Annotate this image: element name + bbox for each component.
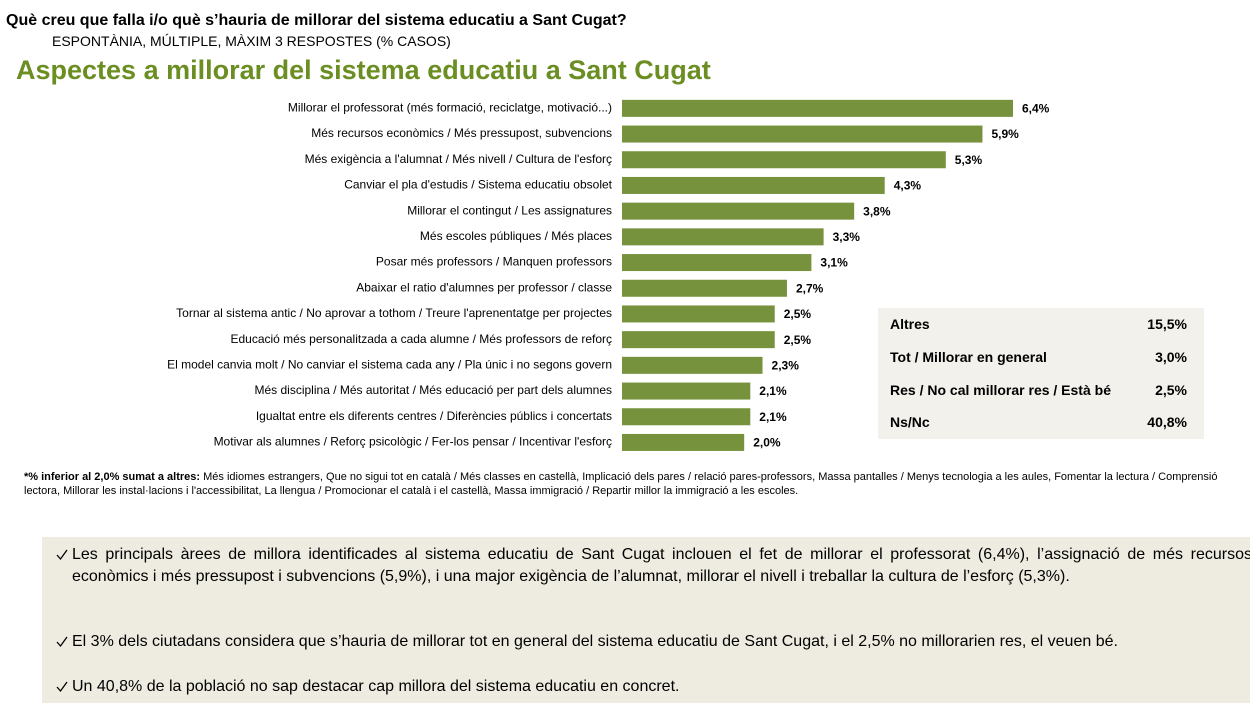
bullet: Les principals àrees de millora identifi…: [42, 544, 1250, 588]
bar: [622, 228, 824, 246]
y-tick-label: Tornar al sistema antic / No aprovar a t…: [176, 306, 612, 320]
chart: Millorar el professorat (més formació, r…: [167, 99, 1050, 451]
y-tick-label: Millorar el professorat (més formació, r…: [288, 101, 612, 115]
data-label: 2,3%: [772, 359, 800, 373]
bullet: Un 40,8% de la població no sap destacar …: [42, 676, 1250, 698]
bar: [622, 408, 751, 426]
cell: 3,0%: [1155, 349, 1187, 366]
data-label: 2,0%: [753, 436, 781, 450]
data-label: 6,4%: [1022, 102, 1050, 116]
data-label: 5,3%: [955, 153, 983, 167]
cell: 2,5%: [1155, 381, 1187, 398]
table: Altres 15,5% Tot / Millorar en general 3,0…: [878, 308, 1204, 439]
y-tick-label: Més escoles públiques / Més places: [420, 229, 612, 243]
page-subtitle: ESPONTÀNIA, MÚLTIPLE, MÀXIM 3 RESPOSTES …: [52, 33, 451, 49]
data-label: 5,9%: [991, 127, 1019, 141]
bar: [622, 279, 787, 297]
y-tick-label: Motivar als alumnes / Reforç psicològic …: [214, 435, 612, 449]
footnote-lead: *% inferior al 2,0% sumat a altres:: [24, 471, 201, 483]
check-icon: [56, 549, 68, 561]
footnote-text: Més idiomes estrangers, Que no sigui tot…: [24, 471, 1218, 497]
data-label: 3,1%: [820, 256, 848, 270]
bullet-text: Un 40,8% de la població no sap destacar …: [72, 678, 680, 695]
y-tick-label: Més recursos econòmics / Més pressupost,…: [311, 126, 612, 140]
check-icon: [56, 636, 68, 648]
conclusions: Les principals àrees de millora identifi…: [42, 537, 1250, 703]
y-tick-label: Millorar el contingut / Les assignatures: [407, 203, 612, 217]
y-tick-label: Més disciplina / Més autoritat / Més edu…: [255, 383, 613, 397]
bar: [622, 176, 885, 194]
cell: Ns/Nc: [890, 414, 930, 431]
check-icon: [56, 681, 68, 693]
bar: [622, 99, 1013, 117]
side-table: Altres 15,5% Tot / Millorar en general 3,0…: [878, 308, 1204, 439]
bar: [622, 125, 983, 143]
bar: [622, 433, 745, 451]
y-tick-label: Canviar el pla d'estudis / Sistema educa…: [344, 178, 612, 192]
y-tick-label: Educació més personalitzada a cada alumn…: [230, 332, 612, 346]
data-label: 2,5%: [784, 307, 812, 321]
cell: Res / No cal millorar res / Està bé: [890, 381, 1111, 398]
bar: [622, 331, 775, 349]
cell: Altres: [890, 316, 930, 333]
page-title: Què creu que falla i/o què s’hauria de m…: [6, 12, 627, 29]
bar: [622, 202, 855, 220]
data-label: 3,3%: [833, 230, 861, 244]
y-tick-label: Posar més professors / Manquen professor…: [376, 255, 612, 269]
data-label: 4,3%: [894, 179, 922, 193]
bar: [622, 305, 775, 323]
y-tick-label: Abaixar el ratio d'alumnes per professor…: [356, 280, 612, 294]
y-tick-label: El model canvia molt / No canviar el sis…: [167, 358, 612, 372]
bar: [622, 382, 751, 400]
footnote: *% inferior al 2,0% sumat a altres: Més …: [24, 470, 1250, 498]
data-label: 2,1%: [759, 410, 787, 424]
bullet-text: El 3% dels ciutadans considera que s’hau…: [72, 633, 1118, 650]
bullet: El 3% dels ciutadans considera que s’hau…: [42, 631, 1250, 653]
data-label: 2,5%: [784, 333, 812, 347]
cell: 40,8%: [1147, 414, 1187, 431]
bar: [622, 254, 812, 272]
bar: [622, 151, 946, 169]
data-label: 3,8%: [863, 204, 891, 218]
y-tick-label: Més exigència a l'alumnat / Més nivell /…: [305, 152, 612, 166]
y-tick-label: Igualtat entre els diferents centres / D…: [256, 409, 612, 423]
bar: [622, 356, 763, 374]
bullet-text: Les principals àrees de millora identifi…: [72, 546, 1250, 585]
chart-title: Aspectes a millorar del sistema educatiu…: [16, 55, 711, 85]
data-label: 2,1%: [759, 384, 787, 398]
cell: 15,5%: [1147, 316, 1187, 333]
cell: Tot / Millorar en general: [890, 349, 1047, 366]
data-label: 2,7%: [796, 281, 824, 295]
